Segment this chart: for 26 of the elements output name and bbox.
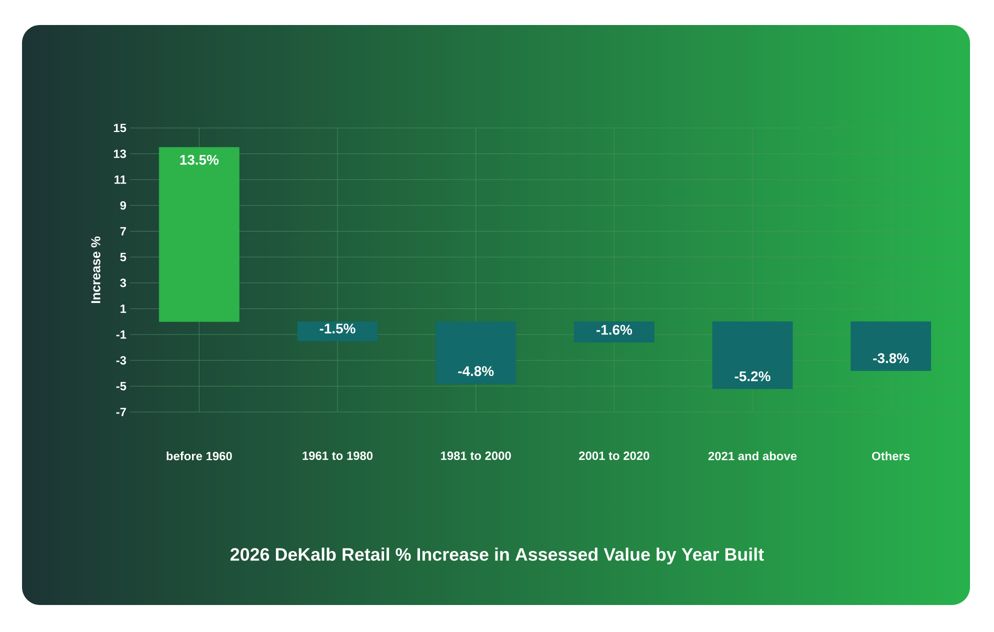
y-tick-label: -1	[116, 330, 126, 339]
y-tick-label: 5	[120, 252, 126, 262]
y-tick-label: -3	[116, 356, 126, 365]
x-tick-label: 1981 to 2000	[441, 452, 511, 460]
text: 2026 DeKalb Retail % Increase in Assessed Value by Year Built	[230, 548, 764, 564]
y-tick-label: 13	[114, 150, 126, 158]
y-tick-label: 9	[120, 201, 126, 210]
data-label: -5.2%	[734, 371, 770, 382]
data-label: -3.8%	[873, 353, 909, 364]
y-tick-label: 3	[120, 278, 126, 288]
y-tick-label: 7	[120, 227, 126, 236]
x-tick-label: 2021 and above	[708, 452, 797, 460]
x-tick-label: before 1960	[166, 452, 232, 460]
x-tick-label: Others	[872, 452, 910, 460]
y-tick-label: 15	[114, 124, 126, 132]
x-tick-label: 1961 to 1980	[302, 452, 373, 460]
y-tick-label: 1	[120, 304, 126, 313]
data-label: -1.6%	[596, 324, 632, 335]
data-label: -4.8%	[458, 366, 494, 376]
x-tick-label: 2001 to 2020	[579, 452, 650, 460]
y-tick-label: -5	[116, 382, 126, 390]
data-label: 13.5%	[180, 154, 219, 165]
y-tick-label: 11	[114, 176, 126, 184]
y-axis-title: Increase %	[91, 236, 100, 303]
y-tick-label: -7	[116, 408, 126, 416]
data-label: -1.5%	[320, 324, 356, 334]
